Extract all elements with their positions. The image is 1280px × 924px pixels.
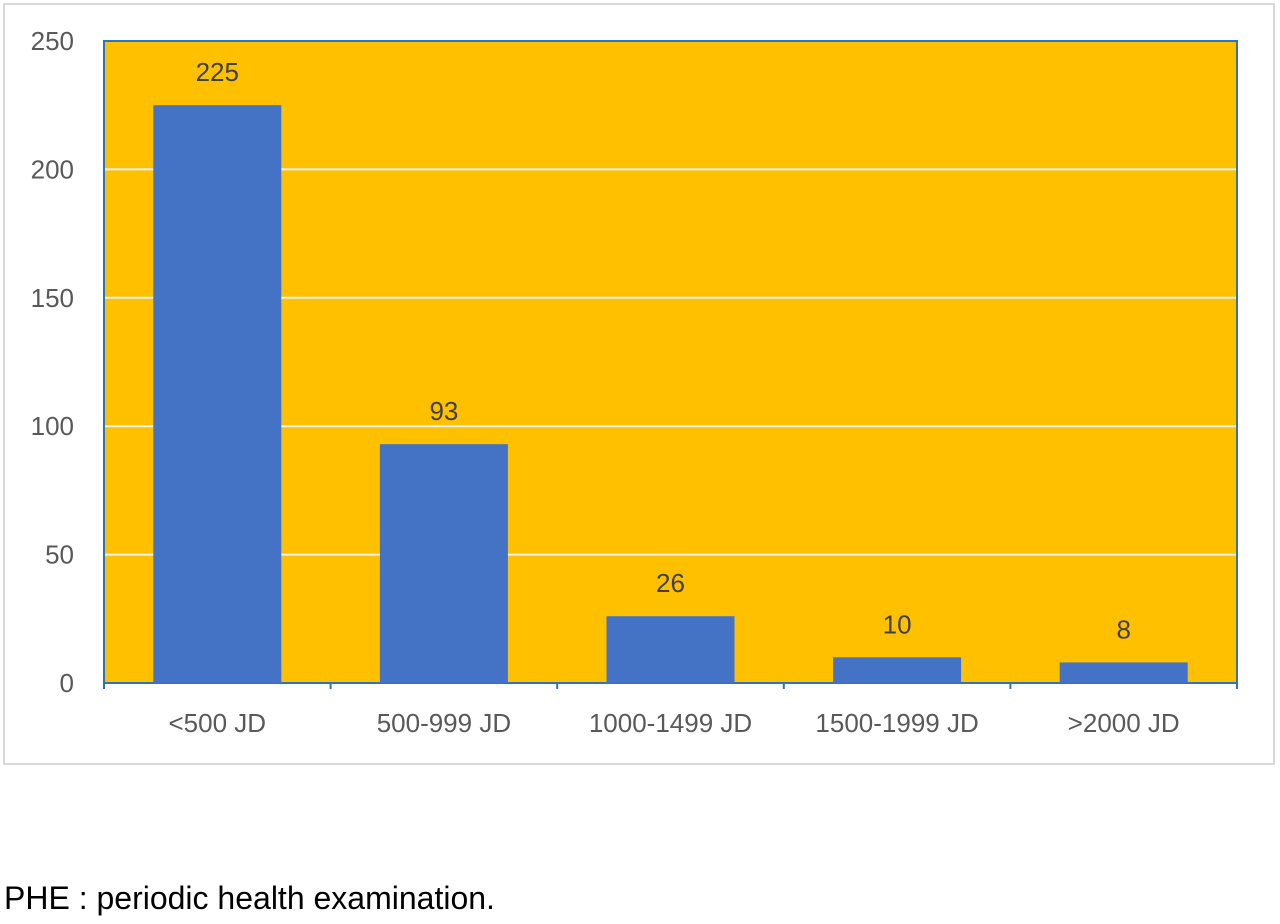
plot-area <box>103 40 1238 689</box>
y-tick-label-150: 150 <box>31 283 74 313</box>
data-label-3: 10 <box>883 609 912 639</box>
bar-4 <box>1059 662 1188 683</box>
y-tick-label-100: 100 <box>31 411 74 441</box>
x-tick-label-1: 500-999 JD <box>377 708 511 738</box>
data-label-4: 8 <box>1116 614 1130 644</box>
y-tick-label-0: 0 <box>60 668 74 698</box>
y-tick-label-250: 250 <box>31 26 74 56</box>
x-tick-label-0: <500 JD <box>169 708 267 738</box>
chart-labels: 0 50 100 150 200 250 225 <500 JD 93 500-999 JD 26 1… <box>31 26 1180 738</box>
bar-1 <box>379 444 508 683</box>
bar-series <box>153 105 1188 683</box>
bar-0 <box>153 105 282 683</box>
bar-3 <box>833 657 962 683</box>
bar-chart: 0 50 100 150 200 250 225 <500 JD 93 500-999 JD 26 1… <box>31 26 1238 738</box>
x-tick-label-2: 1000-1499 JD <box>589 708 752 738</box>
plot-background <box>104 41 1237 683</box>
data-label-0: 225 <box>196 57 239 87</box>
y-tick-label-200: 200 <box>31 154 74 184</box>
bar-2 <box>606 616 735 683</box>
data-label-1: 93 <box>429 396 458 426</box>
footnote: PHE : periodic health examination. <box>4 880 495 916</box>
y-tick-label-50: 50 <box>45 540 74 570</box>
x-tick-label-4: >2000 JD <box>1068 708 1180 738</box>
x-tick-label-3: 1500-1999 JD <box>815 708 978 738</box>
data-label-2: 26 <box>656 568 685 598</box>
